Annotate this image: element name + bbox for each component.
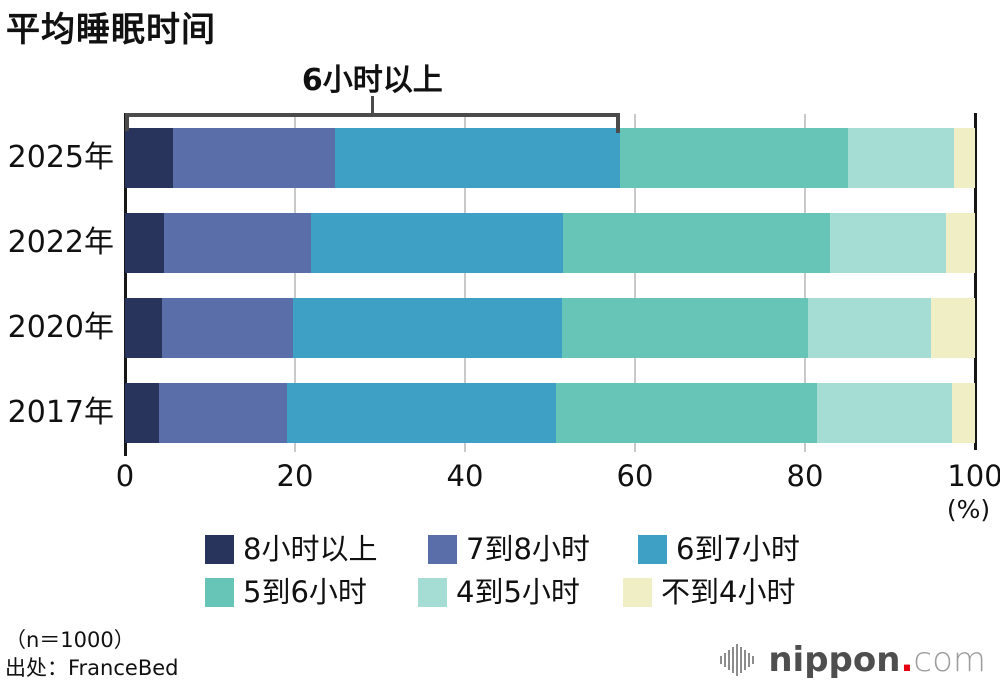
legend-swatch-4到5小时: [418, 577, 447, 607]
bracket-annotation-label: 6小时以上: [301, 63, 443, 98]
bracket-right-tick: [615, 113, 620, 133]
x-tick-label: 40: [446, 459, 484, 493]
bar-segment-2020年-5到6小时: [561, 298, 809, 358]
bracket-horizontal-line: [125, 113, 620, 117]
x-axis-unit-label: (%): [946, 495, 991, 524]
bar-segment-2022年-5到6小时: [562, 213, 830, 273]
bar-segment-2025年-不到4小时: [953, 128, 975, 188]
sample-size-note: （n＝1000）: [5, 628, 135, 652]
legend-item-不到4小时: 不到4小时: [623, 576, 795, 608]
bar-segment-2020年-8小时以上: [125, 298, 162, 358]
y-axis-label: 2025年: [7, 140, 114, 175]
bracket-center-tick: [370, 96, 374, 114]
gridline: [634, 114, 636, 452]
right-axis-line: [974, 113, 977, 450]
source-note: 出处：FranceBed: [5, 656, 179, 680]
logo-brand-text: nippon: [768, 640, 901, 680]
legend-swatch-7到8小时: [428, 534, 457, 564]
bar-segment-2017年-8小时以上: [125, 383, 159, 443]
bar-segment-2025年-5到6小时: [619, 128, 849, 188]
y-axis-label: 2020年: [7, 310, 114, 345]
x-tick-label: 20: [276, 459, 314, 493]
bar-segment-2025年-4到5小时: [848, 128, 954, 188]
legend-label: 4到5小时: [456, 575, 580, 609]
bar-segment-2020年-6到7小时: [293, 298, 562, 358]
logo-tld-text: com: [913, 640, 986, 680]
nippon-logo: nippon. com: [718, 640, 986, 680]
gridline: [294, 114, 296, 452]
bar-segment-2022年-7到8小时: [164, 213, 312, 273]
legend-label: 不到4小时: [661, 575, 796, 609]
logo-red-dot: .: [900, 640, 914, 680]
bar-segment-2020年-不到4小时: [930, 298, 975, 358]
bar-segment-2017年-6到7小时: [286, 383, 556, 443]
bar-segment-2022年-不到4小时: [946, 213, 975, 273]
legend-item-6到7小时: 6到7小时: [638, 533, 800, 565]
bar-segment-2022年-8小时以上: [125, 213, 165, 273]
legend-swatch-不到4小时: [623, 577, 652, 607]
legend-label: 6到7小时: [676, 532, 800, 566]
bar-segment-2020年-4到5小时: [808, 298, 931, 358]
legend-item-4到5小时: 4到5小时: [418, 576, 580, 608]
bar-segment-2017年-不到4小时: [952, 383, 975, 443]
legend-item-5到6小时: 5到6小时: [205, 576, 367, 608]
legend-label: 5到6小时: [243, 575, 367, 609]
gridline: [804, 114, 806, 452]
x-tick-label: 60: [616, 459, 654, 493]
chart-title: 平均睡眠时间: [6, 10, 216, 50]
legend-label: 8小时以上: [243, 532, 378, 566]
bar-segment-2017年-7到8小时: [159, 383, 287, 443]
bar-segment-2025年-8小时以上: [125, 128, 174, 188]
x-tick-label: 80: [786, 459, 824, 493]
legend-swatch-6到7小时: [638, 534, 667, 564]
soundwave-icon: [720, 644, 755, 676]
legend-item-8小时以上: 8小时以上: [205, 533, 377, 565]
gridline: [464, 114, 466, 452]
bar-segment-2017年-5到6小时: [555, 383, 817, 443]
bracket-left-tick: [125, 113, 129, 131]
legend-swatch-5到6小时: [205, 577, 234, 607]
bar-segment-2022年-4到5小时: [829, 213, 947, 273]
x-tick-label: 0: [115, 459, 135, 493]
legend-swatch-8小时以上: [205, 534, 234, 564]
bar-segment-2017年-4到5小时: [816, 383, 953, 443]
bar-segment-2025年-6到7小时: [334, 128, 620, 188]
y-axis-label: 2017年: [7, 395, 114, 430]
bar-segment-2020年-7到8小时: [161, 298, 294, 358]
x-tick-label: 100: [947, 459, 1000, 493]
bar-segment-2022年-6到7小时: [311, 213, 563, 273]
bar-segment-2025年-7到8小时: [173, 128, 335, 188]
legend-item-7到8小时: 7到8小时: [428, 533, 590, 565]
y-axis-line: [124, 113, 127, 456]
legend-label: 7到8小时: [466, 532, 590, 566]
y-axis-label: 2022年: [7, 225, 114, 260]
